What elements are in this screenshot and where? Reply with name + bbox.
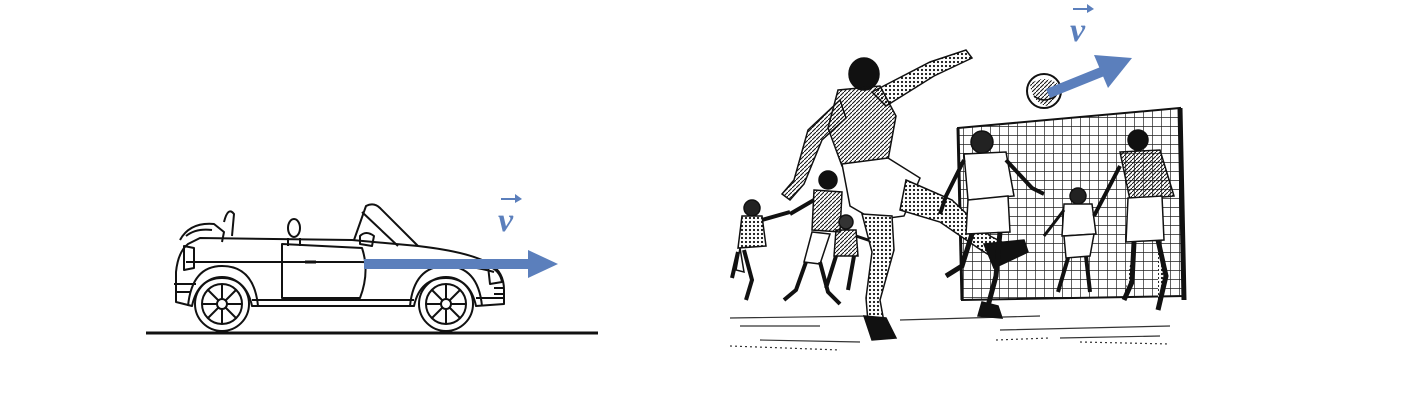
car-rear-wheel	[194, 276, 250, 332]
car-illustration	[174, 203, 505, 307]
player-goalkeeper	[1092, 129, 1175, 311]
ball-velocity-arrow	[1046, 55, 1132, 98]
car-velocity-symbol: v	[498, 202, 514, 239]
ball-velocity-symbol: v	[1070, 12, 1086, 49]
soccer-panel	[729, 49, 1187, 351]
player-defender	[938, 130, 1045, 319]
pitch-ground	[729, 315, 1171, 351]
ball-velocity-label: v	[1070, 4, 1094, 49]
car-front-wheel	[418, 276, 474, 332]
player-background-runner	[824, 214, 881, 291]
player-midfield	[1042, 187, 1097, 293]
player-mid-left	[782, 170, 843, 306]
car-panel	[146, 203, 598, 335]
player-far-left	[730, 199, 791, 301]
vector-arrow-icon	[501, 194, 522, 203]
car-velocity-label: v	[498, 194, 522, 239]
vector-arrow-icon	[1073, 4, 1094, 13]
soccer-ball	[1026, 73, 1062, 109]
player-kicker	[780, 49, 1029, 341]
car-velocity-arrow	[364, 250, 558, 278]
